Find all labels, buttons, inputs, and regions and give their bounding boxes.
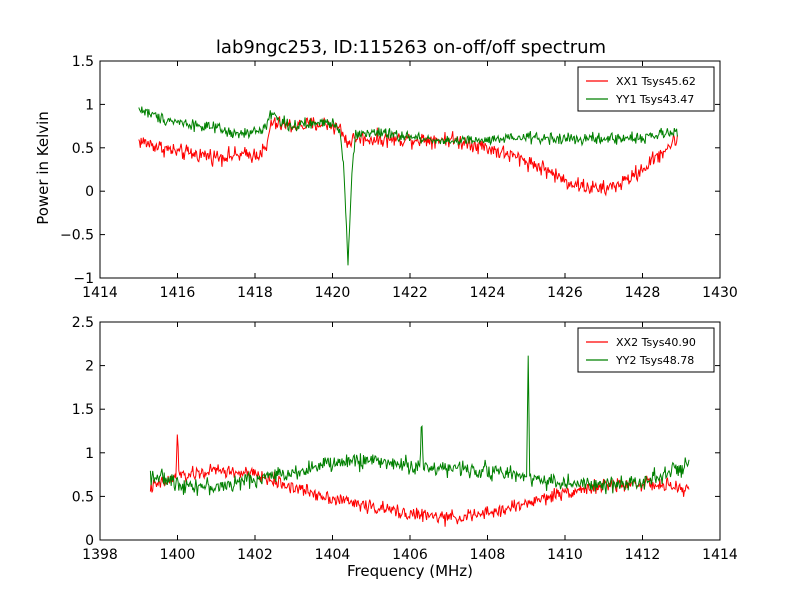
legend-label: XX2 Tsys40.90 — [616, 336, 696, 349]
y-axis-label: Power in Kelvin — [34, 111, 52, 225]
x-tick-label: 1408 — [470, 547, 506, 563]
x-tick-label: 1416 — [160, 285, 196, 301]
y-tick-label: 2 — [85, 359, 94, 375]
series-line-yy2 — [149, 355, 690, 496]
legend-label: YY2 Tsys48.78 — [615, 354, 694, 367]
legend-label: XX1 Tsys45.62 — [616, 75, 696, 88]
series-line-yy1 — [138, 106, 678, 266]
x-tick-label: 1418 — [237, 285, 273, 301]
figure-title: lab9ngc253, ID:115263 on-off/off spectru… — [216, 37, 606, 58]
x-tick-label: 1410 — [547, 547, 583, 563]
y-tick-label: 1.5 — [72, 402, 94, 418]
x-tick-label: 1406 — [392, 547, 428, 563]
y-tick-label: 1 — [85, 97, 94, 113]
y-tick-label: 0.5 — [72, 141, 94, 157]
x-tick-label: 1402 — [237, 547, 273, 563]
legend-box — [577, 327, 715, 373]
x-tick-label: 1414 — [82, 285, 118, 301]
x-tick-label: 1412 — [625, 547, 661, 563]
y-tick-label: 2.5 — [72, 315, 94, 331]
x-tick-label: 1428 — [625, 285, 661, 301]
y-tick-label: 0.5 — [72, 489, 94, 505]
x-axis-label: Frequency (MHz) — [347, 562, 473, 580]
y-tick-label: 0 — [85, 184, 94, 200]
x-tick-label: 1398 — [82, 547, 118, 563]
y-tick-label: −1 — [73, 271, 94, 287]
x-tick-label: 1420 — [315, 285, 351, 301]
y-tick-label: −0.5 — [60, 228, 94, 244]
x-tick-label: 1404 — [315, 547, 351, 563]
y-tick-label: 1.5 — [72, 54, 94, 70]
y-tick-label: 0 — [85, 533, 94, 549]
legend-box — [577, 66, 715, 112]
y-tick-label: 1 — [85, 446, 94, 462]
x-tick-label: 1400 — [160, 547, 196, 563]
x-tick-label: 1426 — [547, 285, 583, 301]
legend-label: YY1 Tsys43.47 — [615, 93, 694, 106]
x-tick-label: 1424 — [470, 285, 506, 301]
x-tick-label: 1422 — [392, 285, 428, 301]
top-panel: 1414 1416 1418 1420 1422 1424 1426 1428 1430 −1 −0… — [60, 54, 738, 301]
x-tick-label: 1414 — [702, 547, 738, 563]
bottom-panel: 1398 1400 1402 1404 1406 1408 1410 1412 1414 0 0.5… — [72, 315, 738, 563]
x-tick-label: 1430 — [702, 285, 738, 301]
